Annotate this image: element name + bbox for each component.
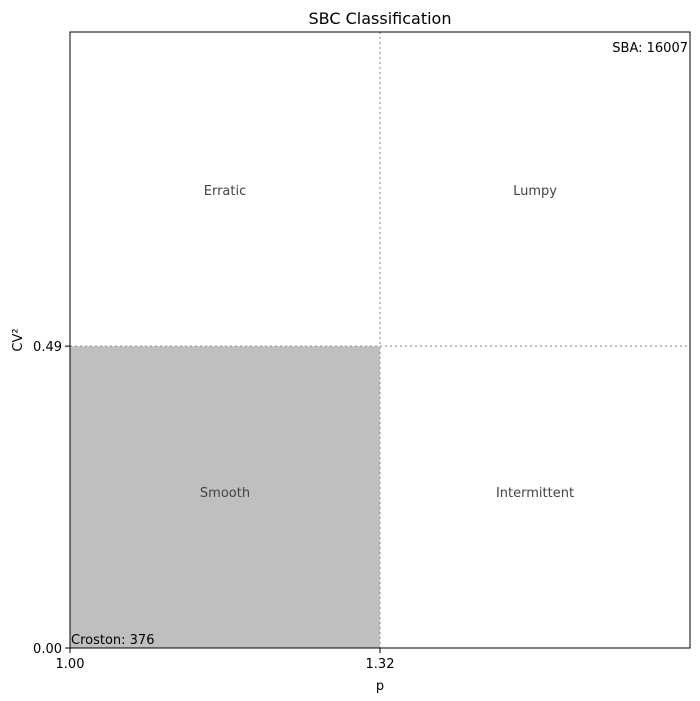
count-annotation: SBA: 16007 <box>612 41 688 56</box>
chart-title: SBC Classification <box>309 9 452 28</box>
count-annotation: Croston: 376 <box>71 633 154 648</box>
x-tick-label: 1.00 <box>56 657 85 672</box>
quadrant-label: Lumpy <box>513 184 557 199</box>
y-tick-label: 0.49 <box>33 340 62 355</box>
y-tick-label: 0.00 <box>33 642 62 657</box>
x-axis-label: p <box>376 679 384 694</box>
quadrant-label: Smooth <box>200 486 250 501</box>
y-axis-label: CV² <box>11 328 26 351</box>
quadrant-label: Intermittent <box>496 486 574 501</box>
smooth-region <box>70 346 380 648</box>
quadrant-label: Erratic <box>204 184 247 199</box>
x-tick-label: 1.32 <box>366 657 395 672</box>
